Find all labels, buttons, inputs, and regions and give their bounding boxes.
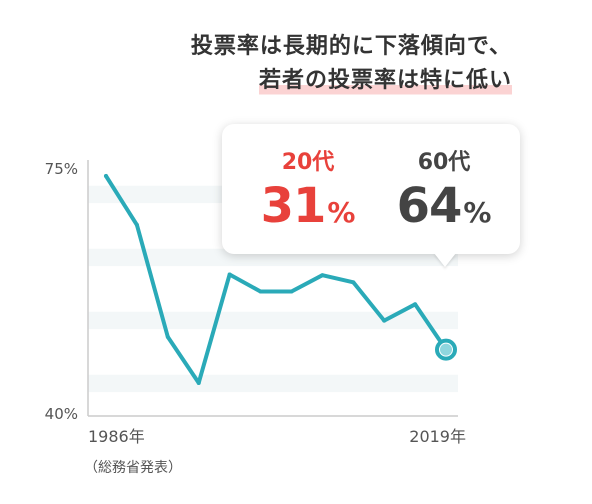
stat-60s-label: 60代: [417, 150, 471, 175]
stat-60s: 60代 64%: [384, 144, 504, 234]
stat-60s-value: 64: [396, 178, 463, 234]
end-point-marker-fill: [440, 343, 452, 356]
grid-band: [88, 311, 458, 330]
series-layer: [104, 174, 457, 385]
data-point: [351, 280, 356, 285]
series-line: [104, 174, 448, 385]
headline-line-1: 投票率は長期的に下落傾向で、: [190, 34, 512, 59]
x-tick-label-start: 1986年: [88, 427, 145, 446]
source-note: （総務省発表）: [84, 460, 182, 476]
stat-20s-label: 20代: [281, 150, 335, 175]
data-point: [196, 380, 201, 385]
callout-box: 20代 31% 60代 64%: [222, 124, 520, 267]
data-point: [413, 302, 418, 307]
y-tick-label-top: 75%: [45, 160, 78, 178]
grid-band: [88, 374, 458, 393]
data-point: [289, 289, 294, 294]
y-tick-label-bottom: 40%: [45, 405, 78, 423]
data-point: [227, 272, 232, 277]
x-tick-label-end: 2019年: [409, 427, 466, 446]
data-point: [320, 273, 325, 278]
stat-20s-unit: %: [327, 196, 356, 229]
stat-60s-unit: %: [463, 196, 492, 229]
data-point: [165, 334, 170, 339]
callout-tail: [434, 253, 456, 267]
data-point: [258, 289, 263, 294]
data-point: [104, 174, 108, 179]
stat-20s-value: 31: [260, 178, 327, 234]
data-point: [134, 222, 139, 227]
stat-20s: 20代 31%: [248, 144, 368, 234]
headline-line-2: 若者の投票率は特に低い: [258, 64, 512, 98]
data-point: [382, 318, 387, 323]
headline: 投票率は長期的に下落傾向で、 若者の投票率は特に低い: [191, 30, 512, 98]
